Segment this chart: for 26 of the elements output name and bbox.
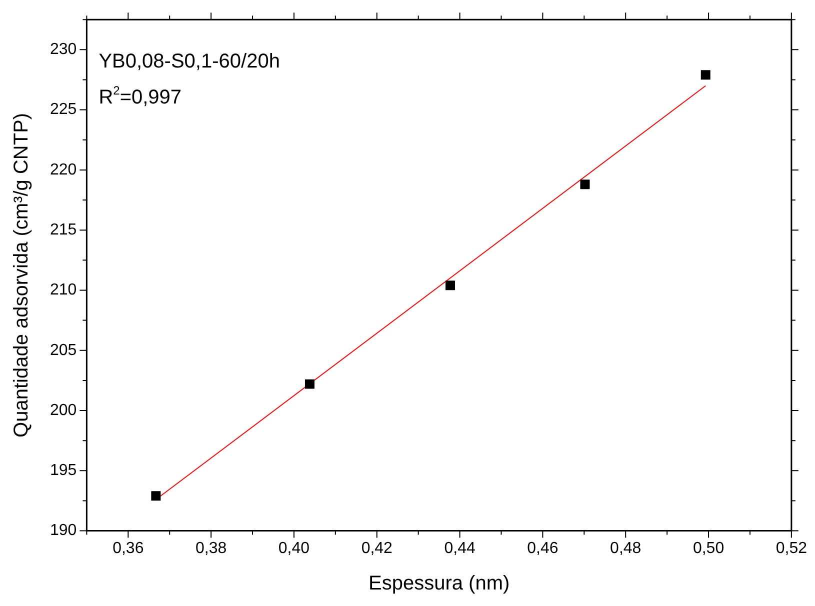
x-tick-label: 0,50 xyxy=(692,540,724,557)
point xyxy=(446,280,455,290)
point xyxy=(304,379,314,389)
y-tick-label: 205 xyxy=(50,342,77,359)
annotation: YB0,08-S0,1-60/20h xyxy=(98,50,280,73)
y-tick-label: 210 xyxy=(50,282,77,299)
x-tick-label: 0,36 xyxy=(112,540,144,557)
x-tick-label: 0,40 xyxy=(278,540,310,557)
point xyxy=(151,491,161,501)
point xyxy=(700,70,710,80)
y-tick-label: 220 xyxy=(50,161,77,178)
y-tick-label: 225 xyxy=(50,101,77,118)
x-tick-label: 0,44 xyxy=(444,540,476,557)
x-tick-label: 0,52 xyxy=(776,540,808,557)
point xyxy=(580,180,590,190)
y-tick-label: 200 xyxy=(50,402,77,419)
x-axis-title: Espessura (nm) xyxy=(368,572,510,595)
x-tick-label: 0,46 xyxy=(527,540,558,557)
y-tick-label: 230 xyxy=(50,41,77,58)
x-tick-label: 0,48 xyxy=(610,540,642,557)
y-tick-label: 190 xyxy=(50,522,77,540)
x-tick-label: 0,42 xyxy=(361,540,393,557)
x-tick-label: 0,38 xyxy=(195,540,227,557)
y-tick-label: 215 xyxy=(50,222,77,238)
y-tick-label: 195 xyxy=(50,462,77,480)
y-axis-title: Quantidade adsorvida (cm³/g CNTP) xyxy=(10,112,33,438)
